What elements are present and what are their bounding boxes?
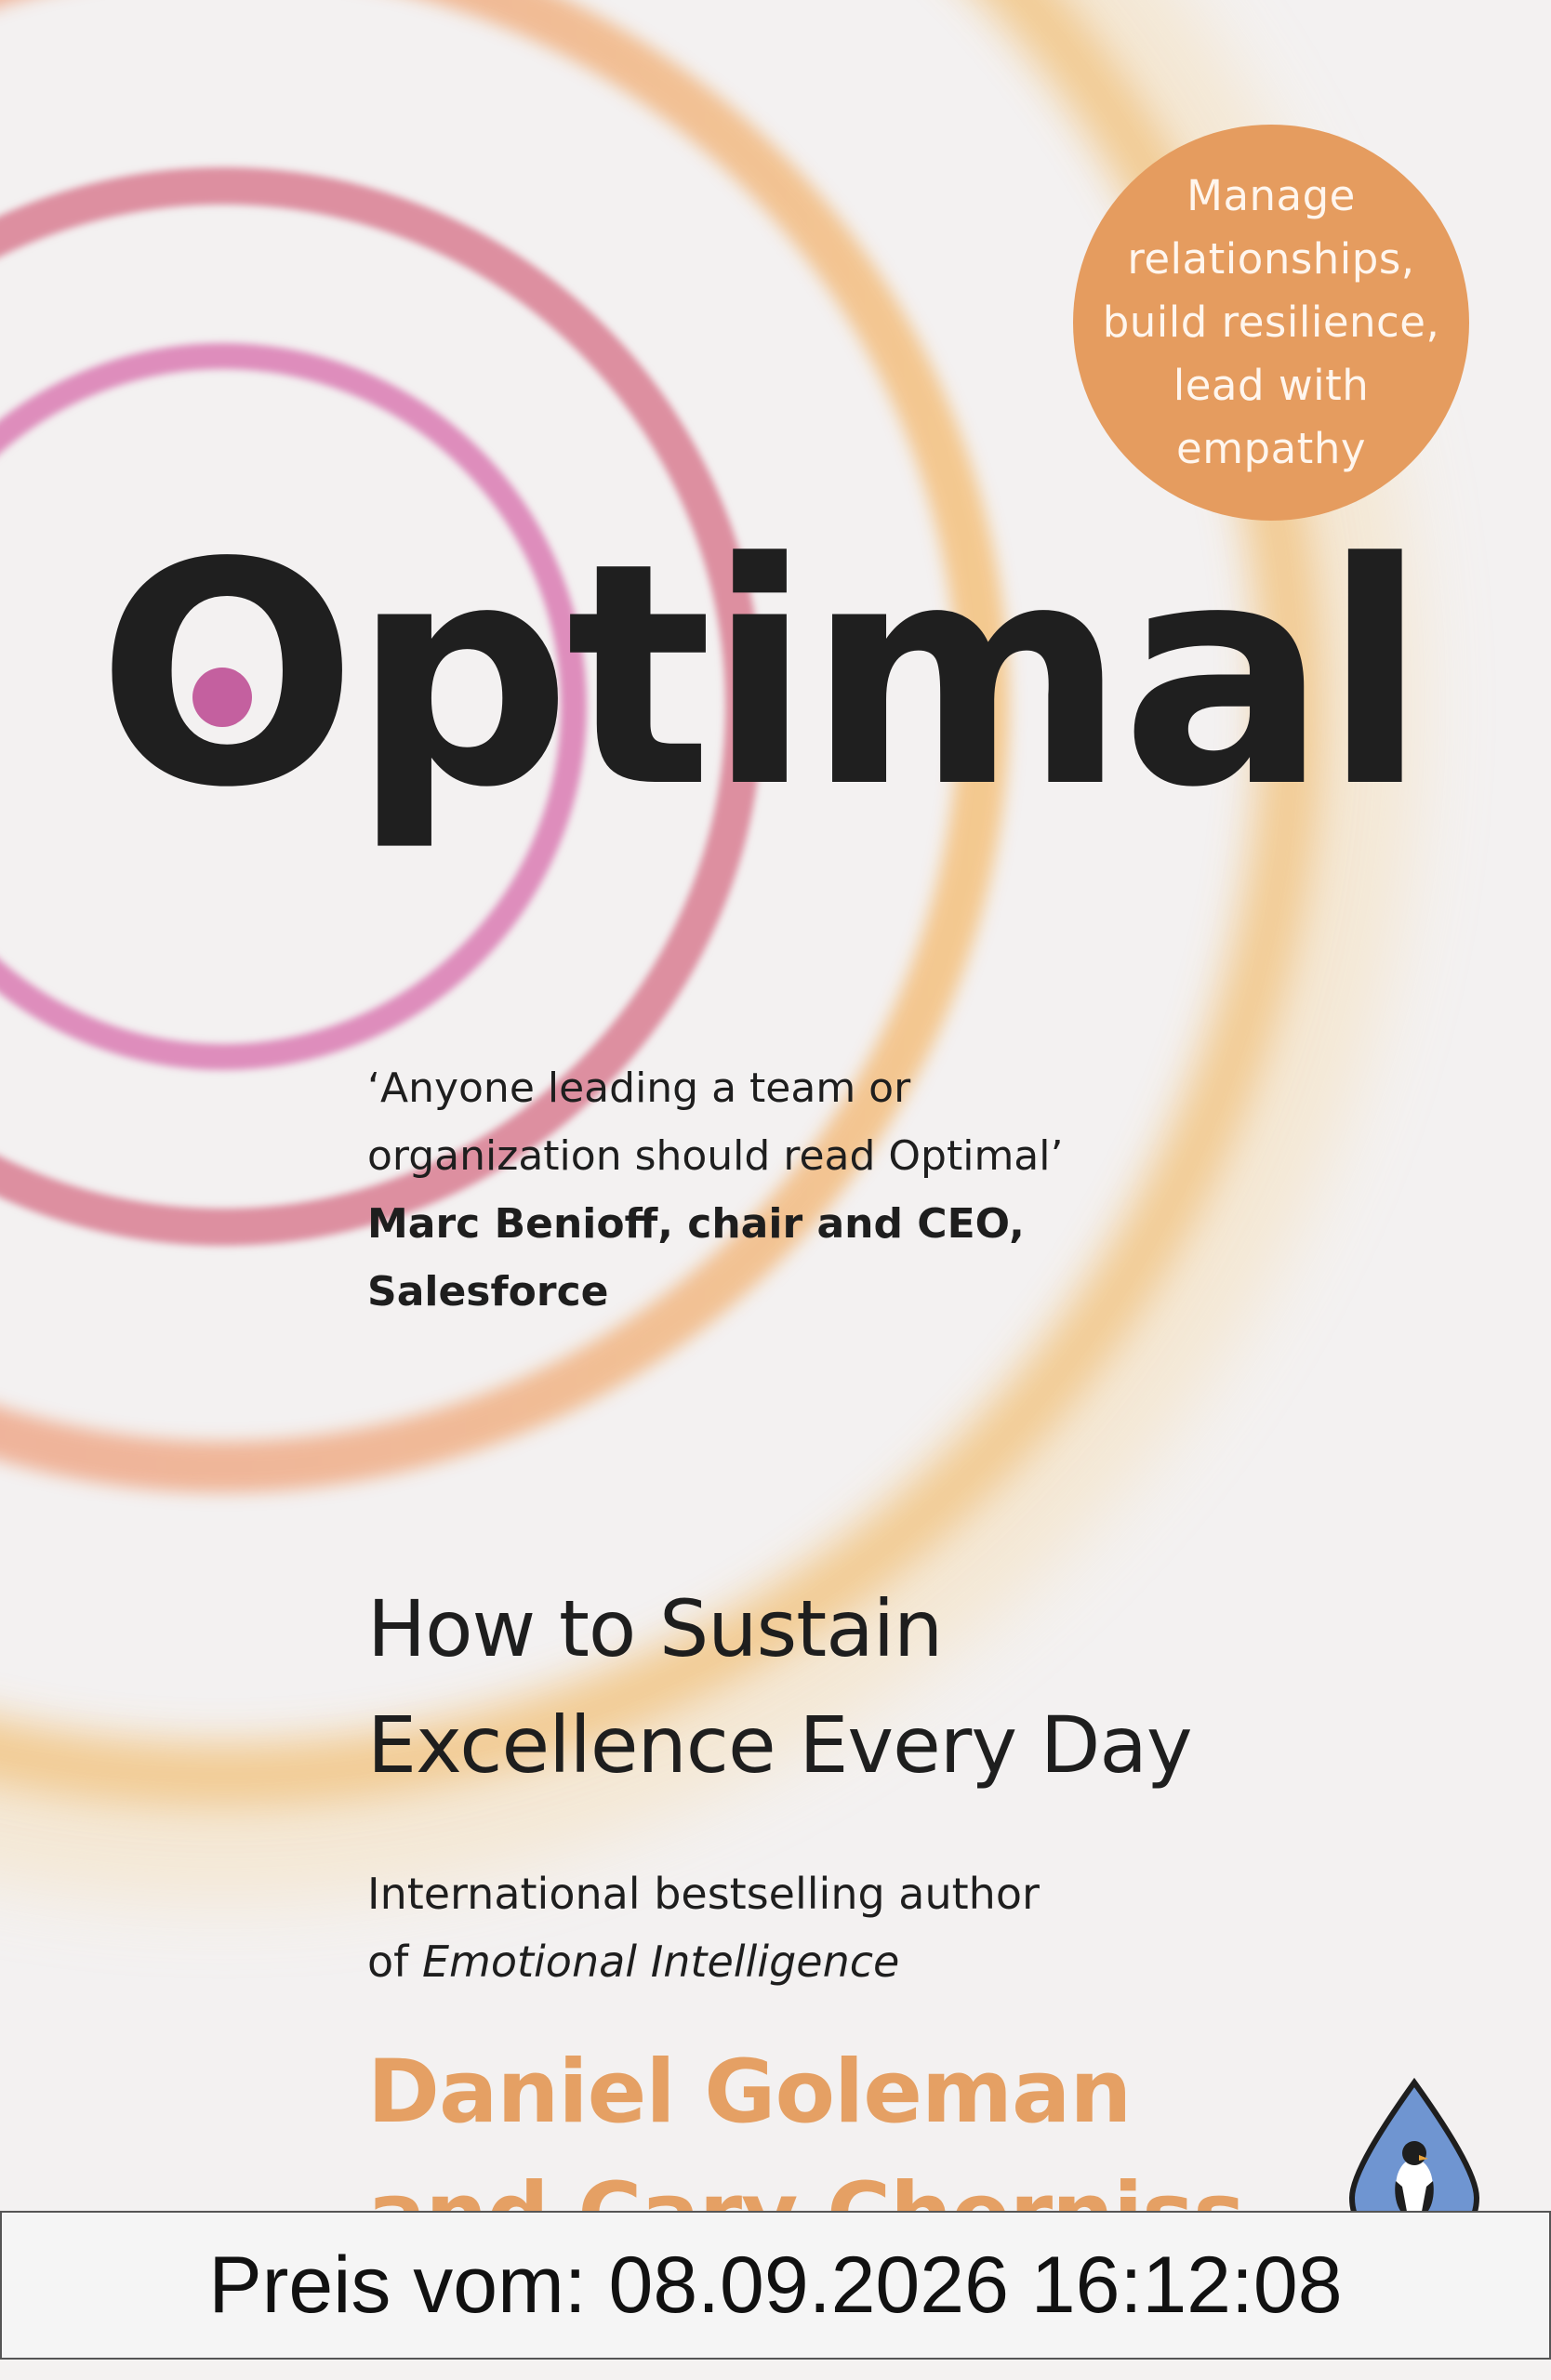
badge-line: relationships, (1127, 234, 1415, 284)
quote-attribution: Salesforce (367, 1268, 609, 1316)
quote-line: ‘Anyone leading a team or (367, 1064, 911, 1112)
inner-ring (0, 343, 587, 1070)
pink-ring (0, 167, 762, 1246)
credentials-line: International bestselling author (367, 1869, 1040, 1919)
author-line: Daniel Goleman (367, 2042, 1132, 2143)
author-names: Daniel Goleman and Cary Cherniss (367, 2031, 1245, 2213)
price-timestamp-bar: Preis vom: 08.09.2026 16:12:08 (0, 2211, 1551, 2360)
book-reference: Emotional Intelligence (421, 1937, 900, 1987)
tagline-badge: Manage relationships, build resilience, … (1073, 125, 1469, 521)
badge-line: Manage (1186, 171, 1356, 220)
quote-line: organization should read Optimal’ (367, 1132, 1064, 1180)
badge-line: lead with (1173, 361, 1370, 410)
credentials-line: of Emotional Intelligence (367, 1928, 1040, 1996)
author-line: and Cary Cherniss (367, 2154, 1245, 2213)
outer-glow-ring (0, 0, 1404, 1887)
book-subtitle: How to Sustain Excellence Every Day (367, 1571, 1193, 1804)
badge-line: empathy (1176, 424, 1366, 473)
penguin-life-logo (1348, 2077, 1480, 2213)
concentric-rings-graphic (0, 0, 1404, 1887)
book-title: Optimal (97, 497, 1427, 854)
endorsement-quote: ‘Anyone leading a team or organization s… (367, 1054, 1063, 1326)
salmon-ring (0, 0, 1010, 1493)
gold-ring (0, 0, 1325, 1808)
book-cover: Manage relationships, build resilience, … (0, 0, 1480, 2213)
subtitle-line: How to Sustain (367, 1583, 943, 1674)
subtitle-line: Excellence Every Day (367, 1699, 1193, 1791)
author-credentials: International bestselling author of Emot… (367, 1860, 1040, 1996)
badge-line: build resilience, (1102, 298, 1440, 347)
title-o-dot (192, 668, 252, 727)
price-label: Preis vom: 08.09.2026 16:12:08 (208, 2240, 1343, 2330)
credentials-prefix: of (367, 1937, 409, 1987)
quote-attribution: Marc Benioff, chair and CEO, (367, 1200, 1025, 1248)
